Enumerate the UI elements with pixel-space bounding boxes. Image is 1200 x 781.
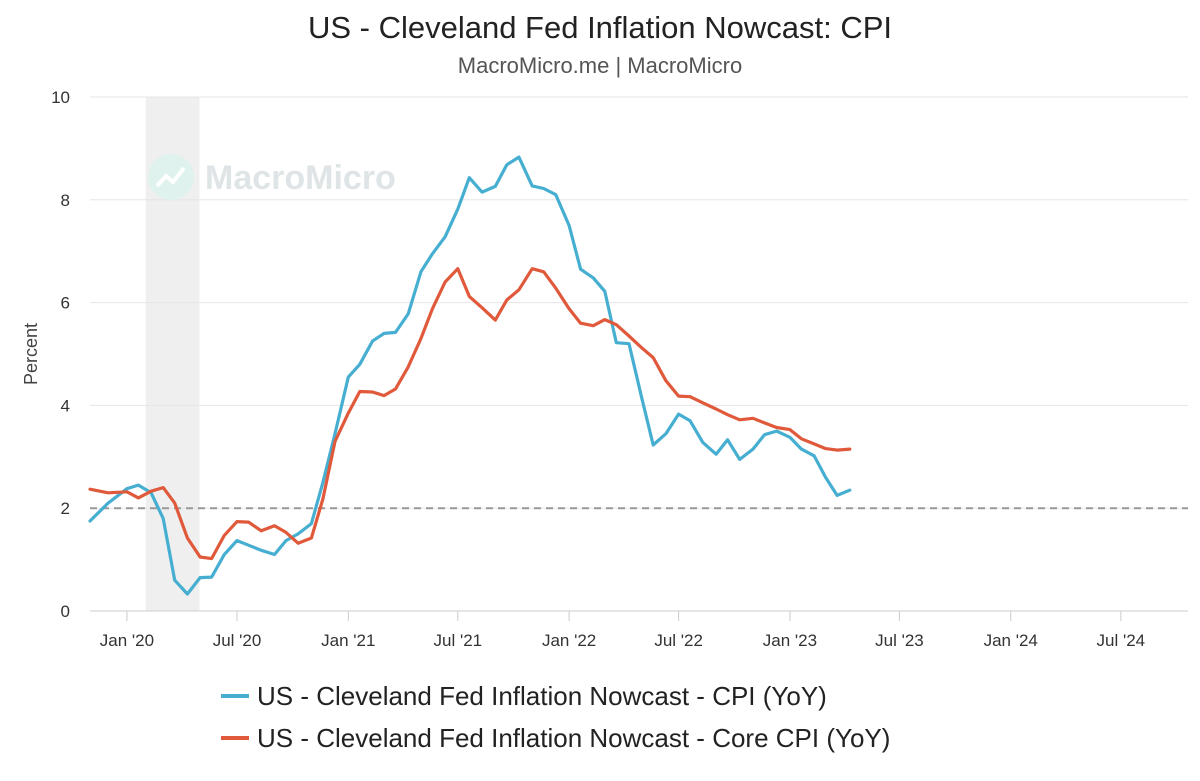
y-tick-label-10: 10 [51, 88, 70, 107]
x-tick-label-4: Jan '22 [542, 631, 596, 650]
y-tick-label-4: 4 [61, 396, 70, 415]
legend-item-core-cpi[interactable]: US - Cleveland Fed Inflation Nowcast - C… [221, 723, 890, 753]
y-tick-label-2: 2 [61, 499, 70, 518]
legend-label-core-cpi: US - Cleveland Fed Inflation Nowcast - C… [257, 723, 890, 753]
x-tick-label-0: Jan '20 [100, 631, 154, 650]
watermark-text: MacroMicro [205, 159, 396, 197]
x-tick-label-1: Jul '20 [213, 631, 262, 650]
chart-title: US - Cleveland Fed Inflation Nowcast: CP… [308, 10, 892, 45]
y-axis-ticks: 0 2 4 6 8 10 [51, 88, 70, 621]
watermark: MacroMicro [148, 154, 396, 200]
x-tick-label-8: Jan '24 [984, 631, 1038, 650]
chart-subtitle: MacroMicro.me | MacroMicro [458, 53, 742, 78]
series-line-core-cpi [88, 267, 852, 561]
series-lines [88, 155, 852, 596]
legend-label-cpi: US - Cleveland Fed Inflation Nowcast - C… [257, 681, 827, 711]
x-tick-label-7: Jul '23 [875, 631, 924, 650]
series-line-cpi [88, 155, 852, 596]
watermark-logo-chart-icon [155, 166, 186, 188]
x-axis-ticks: Jan '20 Jul '20 Jan '21 Jul '21 Jan '22 Jul '… [100, 611, 1145, 650]
y-tick-label-0: 0 [61, 602, 70, 621]
y-tick-label-6: 6 [61, 294, 70, 313]
y-tick-label-8: 8 [61, 191, 70, 210]
x-tick-label-3: Jul '21 [434, 631, 483, 650]
x-tick-label-5: Jul '22 [654, 631, 703, 650]
watermark-logo-icon [148, 154, 194, 200]
y-axis-label: Percent [21, 323, 41, 385]
x-tick-label-6: Jan '23 [763, 631, 817, 650]
legend[interactable]: US - Cleveland Fed Inflation Nowcast - C… [221, 681, 890, 753]
x-tick-label-2: Jan '21 [321, 631, 375, 650]
x-tick-label-9: Jul '24 [1097, 631, 1146, 650]
legend-item-cpi[interactable]: US - Cleveland Fed Inflation Nowcast - C… [221, 681, 827, 711]
